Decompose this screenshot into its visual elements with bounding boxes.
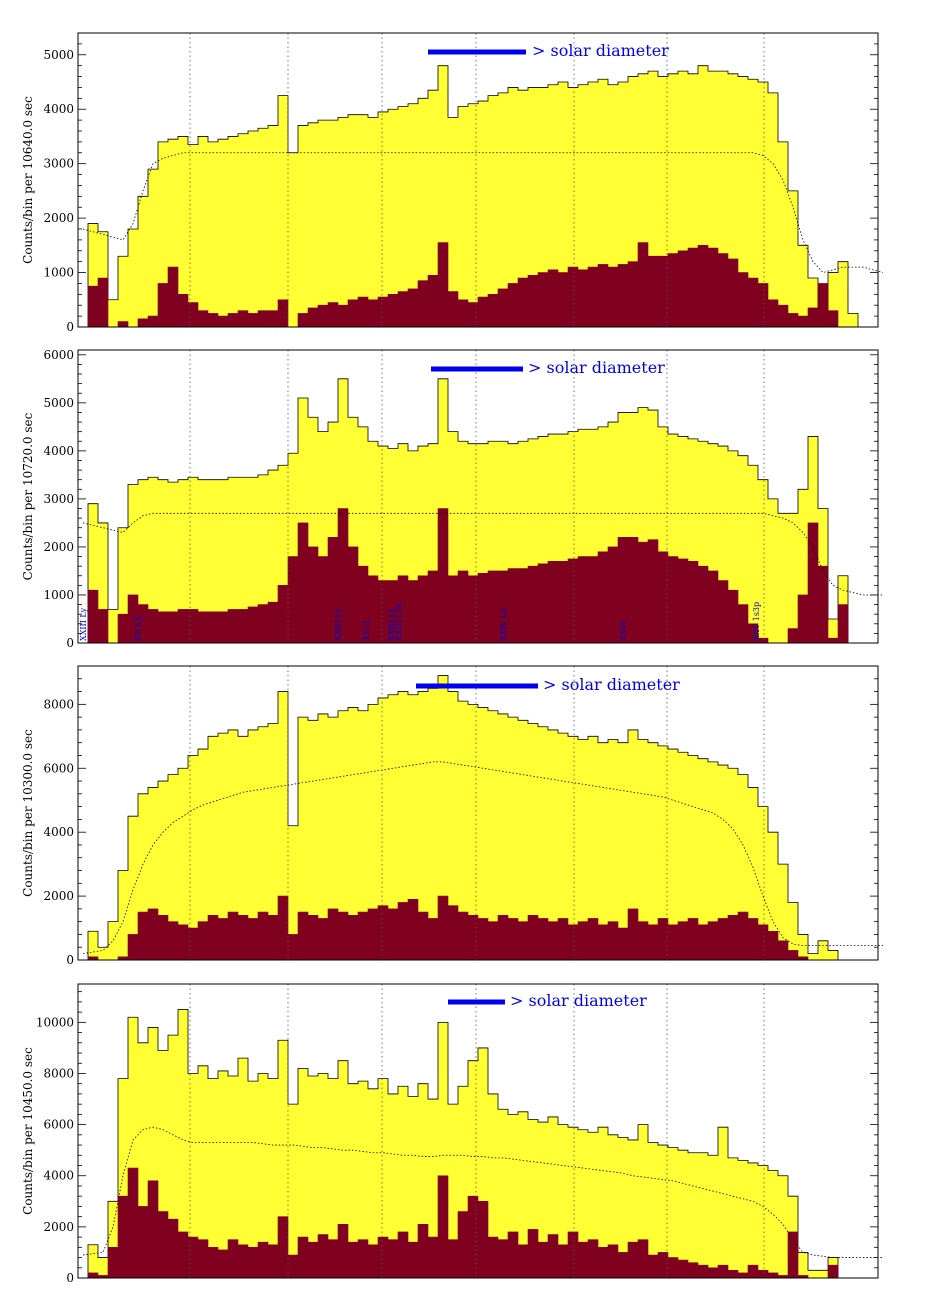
series-residual-area — [78, 1167, 878, 1279]
y-tick-label: 1000 — [43, 266, 74, 280]
spectral-line-label: XXV 1s3p — [752, 602, 761, 641]
panel-4: 0 2000 4000 6000 8000 10000 Counts/bin per 104… — [21, 983, 883, 1285]
y-tick-label: 10000 — [36, 1015, 74, 1029]
series-total-area — [78, 675, 878, 961]
solar-diameter-annotation: > solar diameter — [532, 41, 669, 60]
y-tick-label: 4000 — [43, 444, 74, 458]
y-tick-label: 4000 — [43, 825, 74, 839]
y-tick-label: 6000 — [43, 761, 74, 775]
y-tick-label: 2000 — [43, 1220, 74, 1234]
spectral-line-label: XXIII Ly — [79, 607, 88, 641]
y-tick-label: 2000 — [43, 211, 74, 225]
series-total-area — [78, 1009, 878, 1279]
plot-frame — [77, 349, 879, 644]
y-tick-label: 0 — [66, 953, 74, 967]
series-residual-area — [78, 508, 878, 644]
model-line — [82, 152, 884, 274]
y-tick-label: 0 — [66, 1271, 74, 1285]
model-line — [82, 512, 883, 596]
plot-frame — [77, 665, 879, 961]
y-axis-label: Counts/bin per 10450.0 sec — [21, 1047, 35, 1215]
model-line — [82, 761, 883, 955]
y-tick-label: 2000 — [43, 540, 74, 554]
y-tick-label: 6000 — [43, 1118, 74, 1132]
y-tick-label: 1000 — [43, 588, 74, 602]
y-tick-label: 8000 — [43, 1066, 74, 1080]
spectral-line-label: XXIII Lya — [394, 603, 403, 641]
y-tick-label: 5000 — [43, 48, 74, 62]
solar-diameter-annotation: > solar diameter — [510, 991, 647, 1010]
y-axis-label: Counts/bin per 10720.0 sec — [21, 412, 35, 580]
y-tick-label: 5000 — [43, 396, 74, 410]
y-tick-label: 2000 — [43, 889, 74, 903]
y-axis-label: Counts/bin per 10640.0 sec — [21, 96, 35, 264]
plot-frame — [77, 983, 879, 1279]
y-tick-label: 0 — [66, 320, 74, 334]
panel-1: 0 1000 2000 3000 4000 5000 Counts/bin per 1064… — [21, 32, 884, 334]
spectral-line-label: XV LX — [134, 616, 143, 641]
y-tick-label: 0 — [66, 636, 74, 650]
series-residual-area — [78, 242, 878, 328]
y-tick-label: 3000 — [43, 157, 74, 171]
spectral-line-label: XXIV La — [499, 608, 508, 641]
spectral-line-label: XXIII Ly — [387, 607, 396, 641]
solar-diameter-annotation: > solar diameter — [543, 675, 680, 694]
y-axis-label: Counts/bin per 10300.0 sec — [21, 729, 35, 897]
y-tick-label: 4000 — [43, 1169, 74, 1183]
spectral-line-label: XXVI — [619, 621, 628, 641]
panel-3: 0 2000 4000 6000 8000 Counts/bin per 10300.0 … — [21, 665, 883, 967]
solar-diameter-annotation: > solar diameter — [528, 358, 665, 377]
spectral-line-label: XXIII Ly — [334, 607, 343, 641]
plot-frame — [77, 32, 879, 328]
series-residual-area — [78, 895, 878, 961]
y-tick-label: 8000 — [43, 697, 74, 711]
spectral-line-label: XVI L — [362, 618, 371, 641]
panel-2: 0 1000 2000 3000 4000 5000 6000 Counts/bin per … — [21, 348, 883, 650]
y-tick-label: 4000 — [43, 102, 74, 116]
model-line — [82, 1126, 883, 1258]
y-tick-label: 3000 — [43, 492, 74, 506]
y-tick-label: 6000 — [43, 348, 74, 362]
